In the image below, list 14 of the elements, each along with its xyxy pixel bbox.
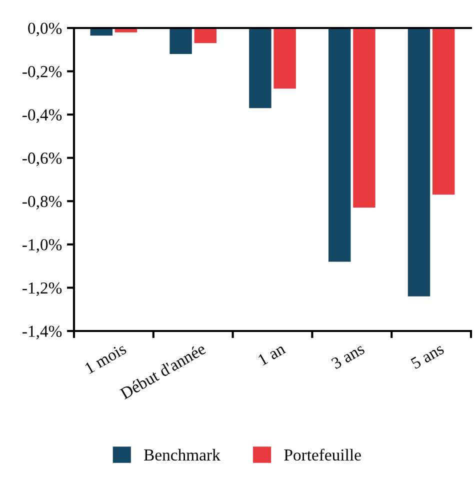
x-tick-label: 3 ans bbox=[330, 342, 366, 370]
y-tick-label: -0,8% bbox=[22, 196, 62, 210]
y-tick-label: -0,2% bbox=[22, 66, 62, 80]
x-tick-label: 1 mois bbox=[84, 342, 128, 374]
legend-label: Portefeuille bbox=[284, 448, 361, 461]
legend-label: Benchmark bbox=[144, 448, 220, 461]
y-tick-label: -0,4% bbox=[22, 109, 62, 123]
y-tick-label: -1,4% bbox=[22, 326, 62, 340]
x-tick-label: 5 ans bbox=[410, 342, 445, 370]
y-tick-label: -1,2% bbox=[22, 282, 62, 296]
y-tick-label: -0,6% bbox=[22, 152, 62, 166]
y-tick-label: 0,0% bbox=[28, 22, 62, 36]
x-tick-label: 1 an bbox=[258, 342, 286, 366]
y-tick-label: -1,0% bbox=[22, 239, 62, 253]
